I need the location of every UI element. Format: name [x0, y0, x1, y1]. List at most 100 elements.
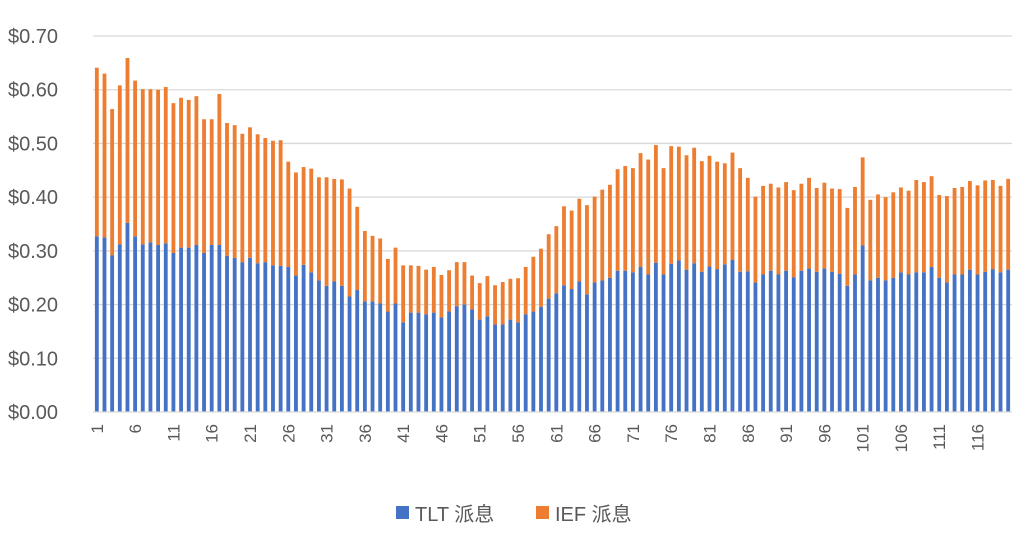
bar-segment-ief — [929, 176, 934, 267]
x-tick-label: 11 — [164, 424, 183, 442]
bar-segment-tlt — [408, 312, 413, 412]
bar-segment-ief — [133, 80, 138, 237]
bar-segment-ief — [500, 282, 505, 325]
bar-segment-ief — [653, 145, 658, 263]
bar-segment-tlt — [960, 274, 965, 412]
bar-segment-tlt — [922, 272, 926, 412]
bar-segment-tlt — [186, 247, 191, 412]
bar-segment-tlt — [125, 222, 130, 412]
bar-segment-ief — [914, 179, 919, 273]
bar-segment-ief — [906, 190, 911, 275]
x-tick-label: 101 — [854, 424, 873, 452]
bar-segment-ief — [860, 157, 865, 246]
bar-segment-ief — [194, 96, 199, 245]
bar-segment-tlt — [393, 303, 398, 412]
bar-segment-tlt — [944, 282, 949, 412]
legend-label-tlt: TLT 派息 — [415, 503, 494, 526]
x-tick-label: 16 — [203, 424, 222, 443]
bar-segment-ief — [699, 161, 704, 272]
bar-segment-ief — [493, 285, 497, 325]
bar-segment-tlt — [638, 266, 643, 412]
bar-segment-tlt — [585, 294, 589, 412]
bar-segment-ief — [447, 270, 452, 312]
bar-segment-ief — [278, 140, 283, 266]
x-tick-label: 106 — [892, 424, 911, 452]
bar-segment-tlt — [822, 268, 827, 412]
bar-segment-tlt — [401, 322, 406, 412]
bar-segment-ief — [209, 119, 214, 245]
bar-segment-tlt — [837, 273, 842, 412]
bar-segment-ief — [370, 235, 375, 302]
x-tick-label: 116 — [969, 424, 988, 451]
bar-segment-tlt — [102, 237, 107, 412]
bar-segment-ief — [822, 182, 827, 269]
bar-segment-tlt — [539, 306, 543, 412]
bar-segment-tlt — [776, 274, 781, 412]
bar-segment-ief — [975, 185, 980, 275]
bar-segment-ief — [355, 206, 360, 291]
bar-segment-ief — [393, 247, 398, 304]
bar-segment-ief — [837, 189, 842, 274]
bar-segment-tlt — [156, 244, 161, 412]
bar-segment-tlt — [171, 253, 176, 412]
bar-segment-tlt — [608, 277, 612, 412]
bar-segment-tlt — [301, 264, 306, 412]
bar-segment-ief — [646, 159, 651, 275]
x-tick-label: 56 — [509, 424, 528, 443]
bar-segment-tlt — [516, 322, 520, 412]
y-tick-label: $0.00 — [8, 402, 58, 424]
bar-segment-ief — [990, 179, 995, 270]
y-axis-tick-labels: $0.00 $0.10 $0.20 $0.30 $0.40 $0.50 $0.60 $0.70 — [8, 26, 58, 424]
bar-segment-tlt — [761, 274, 766, 412]
bar-segment-ief — [148, 89, 153, 243]
bar-segment-ief — [554, 226, 559, 294]
bar-segment-ief — [439, 275, 444, 318]
bar-segment-tlt — [110, 255, 115, 412]
bar-segment-tlt — [370, 301, 375, 412]
bar-segment-tlt — [462, 304, 467, 412]
bar-segment-ief — [998, 185, 1003, 273]
bar-segment-tlt — [990, 269, 995, 412]
bar-segment-ief — [485, 276, 490, 317]
bar-segment-ief — [248, 127, 252, 258]
bar-segment-tlt — [830, 271, 834, 412]
bar-segment-tlt — [883, 280, 888, 412]
bar-segment-ief — [531, 256, 536, 312]
bar-segment-ief — [876, 194, 880, 278]
bar-segment-tlt — [623, 270, 628, 412]
bar-segment-ief — [477, 283, 482, 320]
bar-segment-ief — [952, 188, 957, 275]
x-tick-label: 26 — [279, 424, 298, 443]
bar-segment-ief — [630, 168, 635, 273]
bar-segment-ief — [944, 196, 949, 283]
bar-segment-ief — [922, 182, 926, 273]
bar-segment-ief — [715, 161, 720, 270]
bar-segment-ief — [830, 188, 834, 272]
bar-segment-tlt — [194, 244, 199, 412]
bar-segment-ief — [569, 210, 574, 289]
x-tick-label: 81 — [700, 424, 719, 443]
bar-segment-tlt — [378, 303, 383, 412]
bar-segment-tlt — [424, 314, 429, 412]
bar-segment-tlt — [722, 264, 727, 412]
bar-segment-ief — [845, 207, 850, 286]
bar-segment-ief — [692, 147, 697, 264]
bar-segment-ief — [401, 265, 406, 323]
bar-segment-ief — [753, 196, 758, 283]
bar-segment-tlt — [699, 271, 704, 412]
bar-segment-tlt — [853, 274, 857, 412]
bar-segment-tlt — [676, 260, 681, 412]
x-tick-label: 111 — [930, 424, 949, 450]
y-tick-label: $0.30 — [8, 241, 58, 263]
bar-segment-tlt — [286, 266, 291, 412]
bar-segment-ief — [799, 183, 804, 271]
bar-segment-tlt — [355, 290, 360, 412]
bar-segment-tlt — [294, 275, 298, 412]
bar-segment-tlt — [339, 285, 344, 412]
bar-segment-ief — [462, 262, 467, 305]
bar-segment-ief — [676, 146, 681, 261]
bar-segment-tlt — [278, 265, 283, 412]
bar-segment-ief — [110, 109, 115, 256]
bar-segment-ief — [317, 177, 321, 281]
bar-segment-ief — [768, 183, 773, 271]
